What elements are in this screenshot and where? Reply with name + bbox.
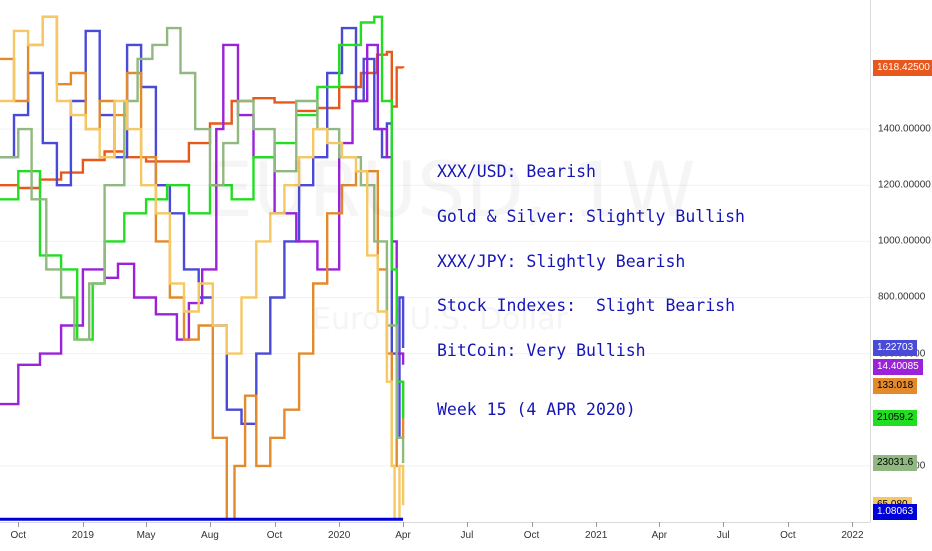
series-line-5 <box>0 26 405 464</box>
time-tick-mark-7 <box>466 522 468 527</box>
price-tick-label-1: 1200.00000 <box>878 179 931 191</box>
annotation-gold-silver: Gold & Silver: Slightly Bullish <box>437 206 745 226</box>
time-tick-label-6: Apr <box>395 530 411 541</box>
annotation-block: XXX/USD: Bearish Gold & Silver: Slightly… <box>437 160 745 443</box>
last-value-badge-3: 133.018 <box>873 378 918 394</box>
time-tick-label-5: 2020 <box>328 530 351 541</box>
time-tick-mark-5 <box>339 522 341 527</box>
last-value-badge-5: 23031.6 <box>873 455 918 472</box>
time-tick-mark-2 <box>146 522 148 527</box>
series-line-6 <box>0 15 405 521</box>
time-tick-mark-13 <box>852 522 854 527</box>
week-label: Week 15 (4 APR 2020) <box>437 399 636 419</box>
time-tick-label-9: 2021 <box>585 530 608 541</box>
time-tick-mark-10 <box>659 522 661 527</box>
watermark-symbol: EURUSD, 1W <box>205 145 696 234</box>
time-tick-label-4: Oct <box>266 530 283 541</box>
watermark-description: Euro / U.S. Dollar <box>312 302 568 337</box>
time-tick-mark-11 <box>723 522 725 527</box>
annotation-xxx-usd: XXX/USD: Bearish <box>437 162 596 181</box>
annotation-bitcoin: BitCoin: Very Bullish <box>437 341 646 361</box>
time-tick-mark-3 <box>209 522 211 527</box>
time-tick-mark-12 <box>787 522 789 527</box>
series-line-2 <box>0 43 405 406</box>
time-tick-label-12: Oct <box>780 530 796 541</box>
time-tick-mark-8 <box>531 522 533 527</box>
time-tick-mark-6 <box>403 522 405 527</box>
time-tick-mark-1 <box>82 522 84 527</box>
time-tick-mark-0 <box>18 522 20 527</box>
time-tick-label-11: Jul <box>716 530 730 541</box>
annotation-xxx-jpy: XXX/JPY: Slightly Bearish <box>437 251 686 271</box>
time-tick-mark-4 <box>274 522 276 527</box>
time-tick-label-10: Apr <box>651 530 668 541</box>
price-axis[interactable] <box>870 0 932 522</box>
time-axis[interactable] <box>0 522 870 551</box>
time-tick-label-0: Oct <box>10 530 27 541</box>
time-tick-label-13: 2022 <box>841 530 864 541</box>
price-tick-label-3: 800.00000 <box>878 291 926 303</box>
last-value-badge-1: 1.22703 <box>873 340 918 356</box>
price-tick-label-2: 1000.00000 <box>878 235 931 247</box>
time-tick-label-8: Oct <box>523 530 540 541</box>
last-value-badge-2: 14.40085 <box>873 359 923 375</box>
time-tick-label-2: May <box>136 530 156 541</box>
time-tick-label-3: Aug <box>201 530 219 541</box>
last-value-badge-7: 1.08063 <box>873 504 918 520</box>
time-tick-mark-9 <box>596 522 598 527</box>
last-value-badge-4: 21059.2 <box>873 410 918 427</box>
last-value-badge-0: 1618.42500 <box>873 59 932 76</box>
time-tick-label-7: Jul <box>460 530 474 541</box>
price-tick-label-0: 1400.00000 <box>878 123 931 135</box>
time-tick-label-1: 2019 <box>71 530 94 541</box>
annotation-stock-indexes: Stock Indexes: Slight Bearish <box>437 296 736 316</box>
series-line-4 <box>0 15 405 419</box>
